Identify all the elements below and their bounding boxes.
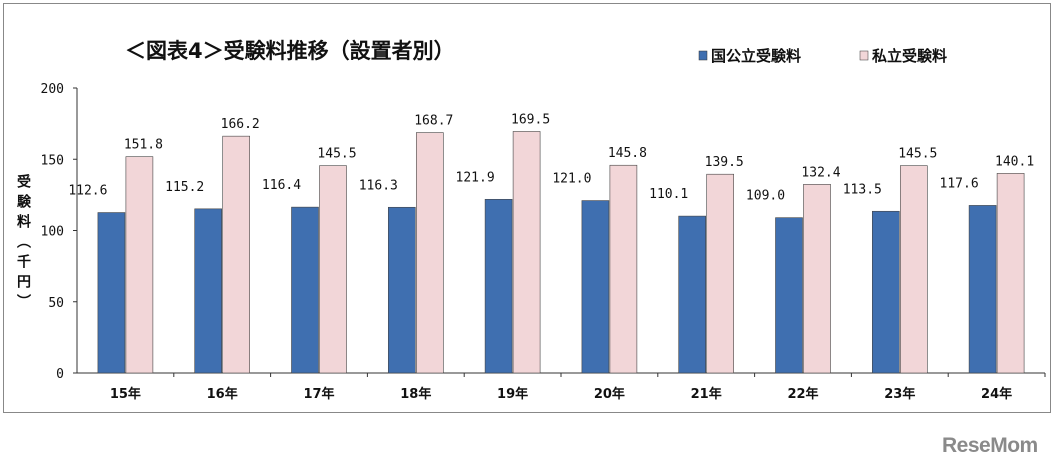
- x-tick-label: 16年: [207, 386, 238, 402]
- data-label: 132.4: [801, 165, 840, 180]
- bar-national: [97, 212, 126, 374]
- resemom-logo: ReseMom: [942, 434, 1038, 457]
- bar-private: [415, 132, 444, 374]
- bar-national: [581, 200, 610, 374]
- bar-national: [968, 205, 997, 374]
- x-tick-label: 24年: [981, 386, 1012, 402]
- bar-national: [775, 217, 803, 374]
- bar-private: [125, 156, 154, 374]
- data-label: 145.5: [317, 147, 356, 162]
- bar-national: [387, 206, 416, 374]
- y-tick-label: 50: [48, 296, 64, 311]
- x-tick-label: 15年: [110, 386, 141, 402]
- legend-swatch-private: [859, 50, 869, 61]
- x-tick-label: 23年: [884, 386, 915, 402]
- data-label: 121.0: [552, 172, 591, 187]
- x-tick-label: 18年: [400, 386, 431, 402]
- legend-swatch-national: [698, 50, 708, 61]
- y-tick-label: 200: [41, 82, 64, 97]
- data-label: 121.9: [456, 170, 495, 185]
- bar-national: [291, 206, 319, 374]
- data-label: 112.6: [68, 184, 107, 199]
- data-label: 116.4: [262, 178, 301, 193]
- bar-national: [678, 215, 707, 374]
- bar-private: [319, 165, 347, 374]
- y-tick-label: 150: [41, 153, 64, 168]
- y-tick-label: 0: [56, 367, 64, 382]
- bar-private: [512, 131, 541, 374]
- bar-private: [803, 184, 831, 374]
- x-tick-label: 22年: [787, 386, 818, 402]
- bar-private: [706, 173, 735, 374]
- bar-private: [899, 165, 928, 374]
- bar-national: [484, 198, 513, 374]
- data-label: 139.5: [705, 155, 744, 170]
- x-tick-label: 19年: [497, 386, 528, 402]
- data-label: 166.2: [221, 117, 260, 132]
- y-tick-label: 100: [41, 225, 64, 240]
- data-label: 145.8: [608, 146, 647, 161]
- bar-national: [871, 210, 900, 374]
- data-label: 113.5: [843, 182, 882, 197]
- bar-private: [222, 135, 250, 374]
- data-label: 168.7: [414, 114, 453, 129]
- data-label: 110.1: [649, 187, 688, 202]
- data-label: 117.6: [940, 176, 979, 191]
- bar-private: [609, 164, 638, 374]
- legend-label-national: 国公立受験料: [711, 47, 801, 65]
- data-label: 151.8: [124, 138, 163, 153]
- legend-label-private: 私立受験料: [871, 47, 947, 65]
- data-label: 116.3: [359, 178, 398, 193]
- data-label: 109.0: [746, 189, 785, 204]
- y-axis-label: 受験料（千円）: [15, 174, 31, 314]
- data-label: 145.5: [898, 147, 937, 162]
- bar-private: [996, 173, 1025, 374]
- x-tick-label: 21年: [691, 386, 722, 402]
- chart-title: ＜図表4＞受験料推移（設置者別）: [125, 39, 455, 63]
- data-label: 169.5: [511, 112, 550, 127]
- bar-national: [194, 208, 222, 374]
- x-tick-label: 17年: [303, 386, 334, 402]
- data-label: 140.1: [995, 154, 1034, 169]
- data-label: 115.2: [165, 180, 204, 195]
- x-tick-label: 20年: [594, 386, 625, 402]
